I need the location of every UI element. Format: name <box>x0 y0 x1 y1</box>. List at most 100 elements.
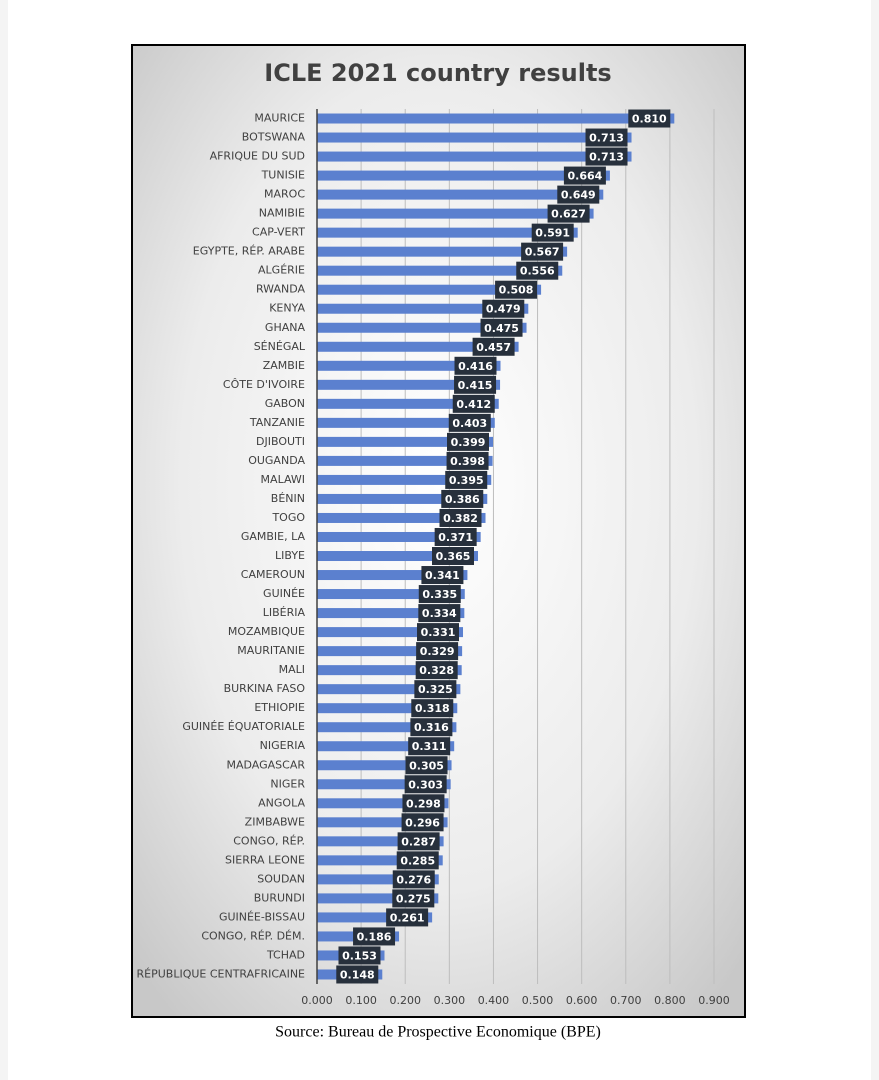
y-tick-label: CONGO, RÉP. <box>233 834 305 847</box>
x-tick-label: 0.000 <box>301 994 333 1007</box>
y-tick-label: NIGER <box>270 777 305 790</box>
value-label: 0.508 <box>499 284 534 297</box>
y-tick-label: CÔTE D'IVOIRE <box>223 378 305 391</box>
x-tick-label: 0.400 <box>478 994 510 1007</box>
bar <box>317 570 468 581</box>
bar <box>317 893 439 904</box>
value-label: 0.627 <box>551 208 586 221</box>
x-tick-label: 0.200 <box>389 994 421 1007</box>
value-label-box <box>338 946 381 965</box>
bar <box>317 189 604 200</box>
bar <box>317 113 675 124</box>
value-label-box <box>585 128 628 147</box>
bar <box>317 589 465 600</box>
y-tick-label: CAP-VERT <box>252 226 305 239</box>
y-tick-label: MALI <box>279 663 305 676</box>
value-label: 0.285 <box>400 854 435 867</box>
bar <box>317 741 455 752</box>
bar <box>317 646 463 657</box>
y-tick-label: ZIMBABWE <box>245 815 305 828</box>
value-label-box <box>421 566 464 585</box>
value-label-box <box>521 242 564 261</box>
bar <box>317 132 632 143</box>
y-tick-label: CONGO, RÉP. DÉM. <box>201 929 305 942</box>
value-label-box <box>415 661 458 680</box>
bar <box>317 551 479 562</box>
value-label: 0.810 <box>632 113 667 126</box>
y-tick-label: BÉNIN <box>271 492 305 505</box>
value-label: 0.556 <box>520 265 555 278</box>
y-tick-label: GABON <box>265 397 305 410</box>
bar <box>317 855 443 866</box>
bar <box>317 760 452 771</box>
bar <box>317 798 449 809</box>
x-tick-label: 0.300 <box>434 994 466 1007</box>
value-label: 0.415 <box>458 379 493 392</box>
bar <box>317 360 501 371</box>
x-tick-label: 0.900 <box>698 994 730 1007</box>
value-label-box <box>557 185 600 204</box>
value-label: 0.403 <box>452 417 487 430</box>
y-tick-label: GUINÉE ÉQUATORIALE <box>182 720 305 733</box>
bar <box>317 627 464 638</box>
y-tick-label: RWANDA <box>256 283 306 296</box>
bar <box>317 836 444 847</box>
bar <box>317 379 501 390</box>
value-label-box <box>495 280 538 299</box>
y-tick-label: TANZANIE <box>249 416 305 429</box>
y-tick-label: LIBÉRIA <box>263 606 306 619</box>
value-label: 0.371 <box>438 531 473 544</box>
y-tick-label: MALAWI <box>261 473 305 486</box>
value-label: 0.331 <box>421 626 456 639</box>
value-label-box <box>418 585 461 604</box>
value-label: 0.335 <box>422 588 457 601</box>
value-label: 0.365 <box>436 550 471 563</box>
value-label-box <box>401 813 444 832</box>
bar <box>317 341 519 352</box>
bar <box>317 912 433 923</box>
y-tick-label: LIBYE <box>275 549 305 562</box>
y-tick-label: BURUNDI <box>254 891 305 904</box>
value-label-box <box>585 147 628 166</box>
y-tick-label: BOTSWANA <box>242 131 306 144</box>
value-label-box <box>418 604 461 623</box>
bar <box>317 417 495 428</box>
bar <box>317 665 462 676</box>
value-label: 0.328 <box>419 664 454 677</box>
bar <box>317 436 494 447</box>
value-label: 0.318 <box>415 702 450 715</box>
value-label: 0.311 <box>412 740 447 753</box>
bar <box>317 608 465 619</box>
value-label: 0.305 <box>409 759 444 772</box>
y-tick-label: GHANA <box>265 321 306 334</box>
chart-title: ICLE 2021 country results <box>264 59 611 87</box>
value-label: 0.713 <box>589 151 624 164</box>
y-tick-label: SIERRA LEONE <box>225 853 305 866</box>
value-label: 0.475 <box>484 322 519 335</box>
y-tick-label: DJIBOUTI <box>256 435 305 448</box>
value-label-box <box>452 394 495 413</box>
bar <box>317 722 457 733</box>
value-label: 0.567 <box>525 246 560 259</box>
value-label-box <box>405 756 448 775</box>
value-label: 0.649 <box>561 189 596 202</box>
value-label: 0.276 <box>396 873 431 886</box>
y-tick-label: MAURITANIE <box>237 644 305 657</box>
y-tick-label: GAMBIE, LA <box>241 530 306 543</box>
value-label: 0.329 <box>420 645 455 658</box>
value-label-box <box>482 299 525 318</box>
y-tick-label: TOGO <box>271 511 305 524</box>
x-tick-label: 0.500 <box>522 994 554 1007</box>
value-label-box <box>392 889 435 908</box>
value-label: 0.412 <box>456 398 491 411</box>
value-label: 0.325 <box>418 683 453 696</box>
value-label-box <box>547 204 590 223</box>
bar <box>317 246 568 257</box>
value-label: 0.479 <box>486 303 521 316</box>
value-label-box <box>392 870 435 889</box>
y-tick-label: RÉPUBLIQUE CENTRAFRICAINE <box>137 967 306 980</box>
y-tick-label: ETHIOPIE <box>254 701 305 714</box>
y-tick-label: SOUDAN <box>257 872 305 885</box>
